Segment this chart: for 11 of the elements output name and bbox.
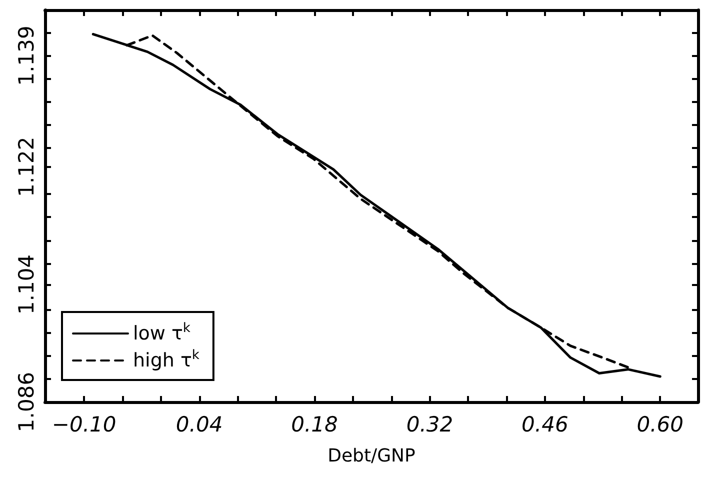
y-tick-label: 1.086 (14, 372, 38, 432)
x-tick-label: 0.18 (291, 412, 338, 436)
x-axis-title: Debt/GNP (328, 446, 416, 466)
x-tick-label: 0.04 (176, 412, 223, 436)
y-tick-label: 1.104 (14, 254, 38, 314)
x-tick-label: 0.32 (406, 412, 454, 436)
x-tick-label: −0.10 (52, 412, 116, 436)
y-tick-label: 1.139 (14, 26, 38, 86)
x-tick-label: 0.60 (636, 412, 684, 436)
x-tick-label: 0.46 (522, 412, 568, 436)
y-tick-label: 1.122 (14, 136, 38, 197)
